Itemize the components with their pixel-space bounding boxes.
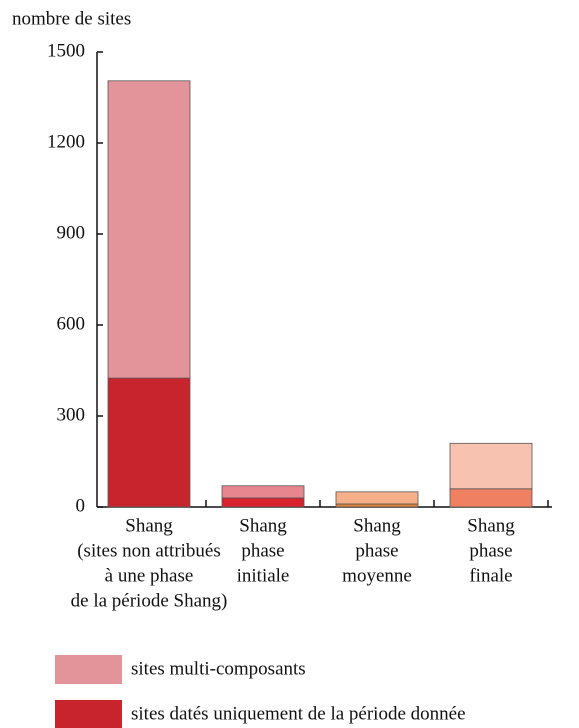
y-tick-label: 0: [76, 495, 86, 516]
y-tick-label: 900: [57, 222, 86, 243]
x-tick-label: finale: [469, 565, 512, 586]
x-tick-label: (sites non attribués: [77, 540, 221, 561]
x-tick-label: moyenne: [342, 565, 412, 586]
y-tick-label: 1500: [47, 40, 85, 61]
legend-swatch: [55, 700, 122, 728]
bar-segment: [449, 488, 533, 508]
y-tick-label: 1200: [47, 131, 85, 152]
bar-segment: [221, 485, 305, 499]
x-tick-label: Shang: [239, 515, 287, 536]
bar-segment: [449, 442, 533, 490]
x-tick-label: phase: [355, 540, 398, 561]
bar-segment: [221, 497, 305, 508]
x-tick-label: Shang: [125, 515, 173, 536]
x-tick-label: initiale: [237, 565, 290, 586]
x-tick-label: phase: [469, 540, 512, 561]
x-tick-label: Shang: [467, 515, 515, 536]
x-tick-label: à une phase: [105, 565, 194, 586]
x-tick-label: phase: [241, 540, 284, 561]
bar-segment: [107, 80, 191, 379]
legend-label: sites multi-composants: [131, 658, 306, 679]
legend-swatch: [55, 655, 122, 684]
legend-label: sites datés uniquement de la période don…: [131, 703, 466, 724]
x-tick-label: de la période Shang): [71, 590, 228, 611]
bar-segment: [335, 491, 419, 505]
bar-segment: [335, 503, 419, 508]
y-tick-label: 300: [57, 404, 86, 425]
y-axis-label: nombre de sites: [12, 8, 131, 29]
y-tick-label: 600: [57, 313, 86, 334]
bar-segment: [107, 377, 191, 508]
x-tick-label: Shang: [353, 515, 401, 536]
